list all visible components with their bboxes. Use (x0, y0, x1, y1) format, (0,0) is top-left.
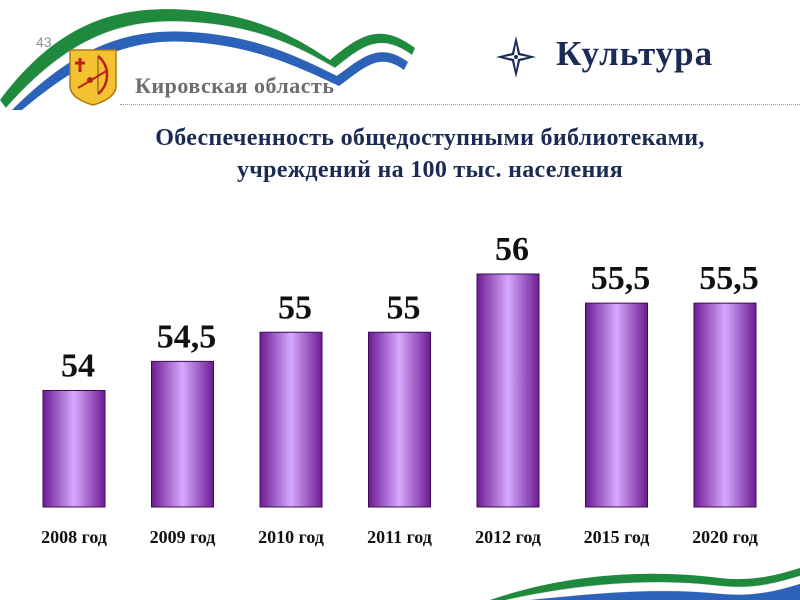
x-tick-label-2011: 2011 год (367, 527, 432, 547)
x-tick-label-2010: 2010 год (258, 527, 324, 547)
bar-2011 (368, 331, 431, 508)
chart-title: Обеспеченность общедоступными библиотека… (60, 122, 800, 186)
section-title: Культура (556, 34, 714, 73)
bar-2020 (693, 302, 757, 508)
data-label-2010: 55 (278, 289, 312, 326)
region-name: Кировская область (135, 73, 335, 98)
flag-ribbon-bottom-decoration (490, 568, 800, 600)
bar-2010 (259, 331, 323, 508)
compass-star-icon (496, 36, 536, 78)
slide-number: 43 (36, 34, 52, 50)
bar-2008 (42, 390, 106, 508)
x-tick-label-2020: 2020 год (692, 527, 758, 547)
data-label-2015: 55,5 (591, 260, 651, 297)
chart-title-line-2: учреждений на 100 тыс. населения (236, 157, 623, 183)
coat-of-arms-icon (69, 49, 117, 106)
header-divider (120, 104, 800, 105)
bar-2012 (476, 273, 540, 508)
x-tick-label-2015: 2015 год (584, 527, 650, 547)
data-label-2009: 54,5 (157, 318, 217, 355)
data-label-2020: 55,5 (699, 260, 759, 297)
bar-2009 (151, 360, 214, 508)
x-tick-label-2009: 2009 год (150, 527, 216, 547)
x-tick-label-2008: 2008 год (41, 527, 107, 547)
chart-title-line-1: Обеспеченность общедоступными библиотека… (155, 125, 705, 151)
bar-2015 (585, 302, 648, 508)
data-label-2011: 55 (387, 289, 421, 326)
data-label-2012: 56 (495, 231, 529, 268)
data-label-2008: 54 (61, 348, 95, 385)
x-tick-label-2012: 2012 год (475, 527, 541, 547)
